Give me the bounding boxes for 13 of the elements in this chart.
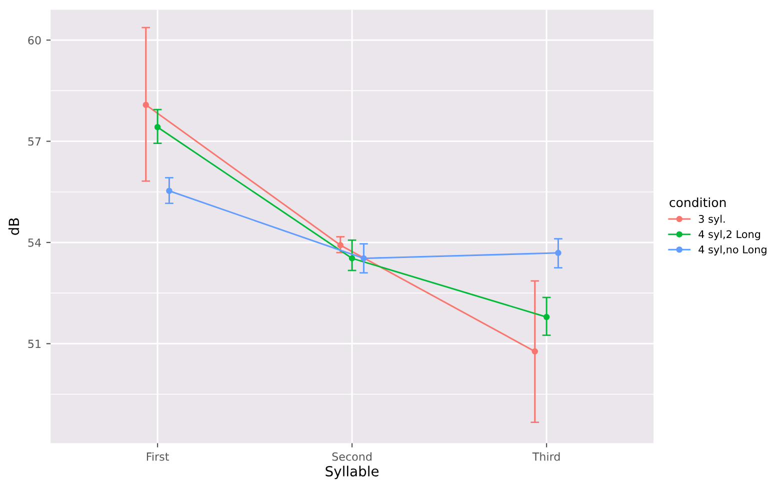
y-axis-title: dB	[8, 218, 20, 235]
y-tick-label: 57	[28, 137, 41, 146]
x-tick-label: First	[146, 452, 169, 461]
x-axis-title: Syllable	[326, 466, 379, 480]
y-tick-label: 60	[28, 36, 41, 44]
x-tick-label: Second	[332, 452, 372, 461]
legend-label: 4 syl,no Long	[698, 245, 766, 256]
legend-label: 3 syl.	[698, 214, 725, 225]
y-tick-label: 54	[28, 238, 41, 247]
x-tick-label: Third	[532, 452, 560, 461]
legend-label: 4 syl,2 Long	[698, 230, 760, 240]
legend-title: condition	[670, 197, 726, 208]
y-tick-label: 51	[28, 340, 41, 348]
